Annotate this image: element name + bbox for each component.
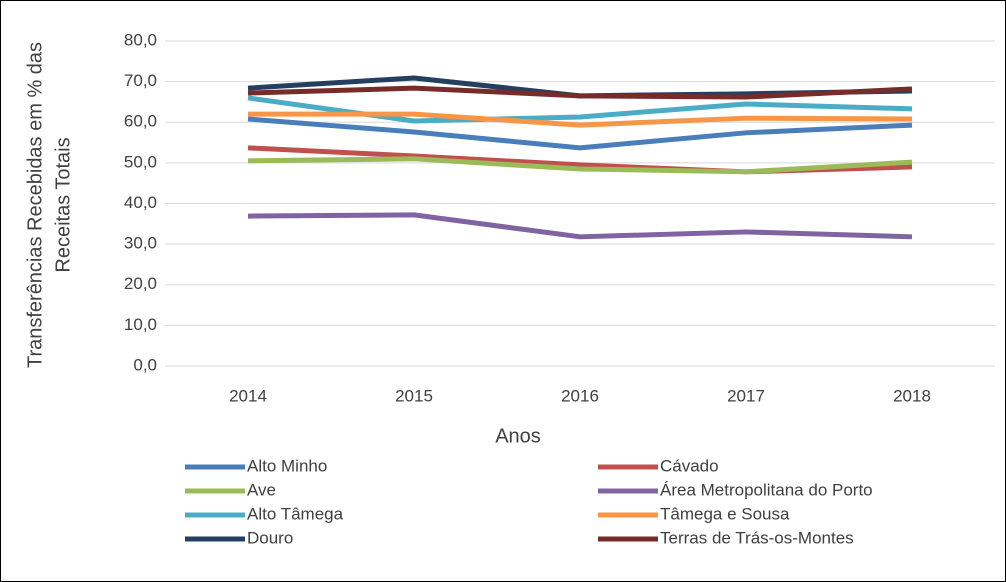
- y-tick-label: 0,0: [133, 355, 157, 374]
- y-tick-label: 20,0: [124, 274, 157, 293]
- y-tick-label: 40,0: [124, 193, 157, 212]
- legend-label: Área Metropolitana do Porto: [660, 480, 873, 499]
- legend-label: Terras de Trás-os-Montes: [660, 528, 854, 547]
- x-tick-label: 2018: [893, 386, 931, 405]
- legend-label: Alto Tâmega: [247, 504, 344, 523]
- line-series: [247, 156, 913, 175]
- legend-label: Douro: [247, 528, 293, 547]
- x-tick-label: 2017: [727, 386, 765, 405]
- y-tick-label: 60,0: [124, 112, 157, 131]
- y-tick-label: 30,0: [124, 234, 157, 253]
- x-axis-title: Anos: [495, 425, 541, 447]
- legend-label: Cávado: [660, 456, 719, 475]
- y-axis-title: Transferências Recebidas em % das: [24, 42, 46, 368]
- y-tick-label: 10,0: [124, 315, 157, 334]
- y-tick-label: 70,0: [124, 71, 157, 90]
- line-series: [247, 212, 913, 240]
- x-tick-label: 2016: [561, 386, 599, 405]
- legend-label: Tâmega e Sousa: [660, 504, 790, 523]
- legend-label: Alto Minho: [247, 456, 327, 475]
- line-series: [247, 116, 913, 151]
- y-tick-label: 50,0: [124, 152, 157, 171]
- x-tick-label: 2015: [395, 386, 433, 405]
- y-tick-label: 80,0: [124, 30, 157, 49]
- y-axis-title: Receitas Totais: [52, 137, 74, 272]
- legend-label: Ave: [247, 480, 276, 499]
- line-series: [248, 111, 913, 128]
- x-tick-label: 2014: [229, 386, 267, 405]
- legend: Alto Minho Cávado Ave Área Metropolitana do…: [185, 456, 873, 547]
- line-series: [247, 85, 913, 100]
